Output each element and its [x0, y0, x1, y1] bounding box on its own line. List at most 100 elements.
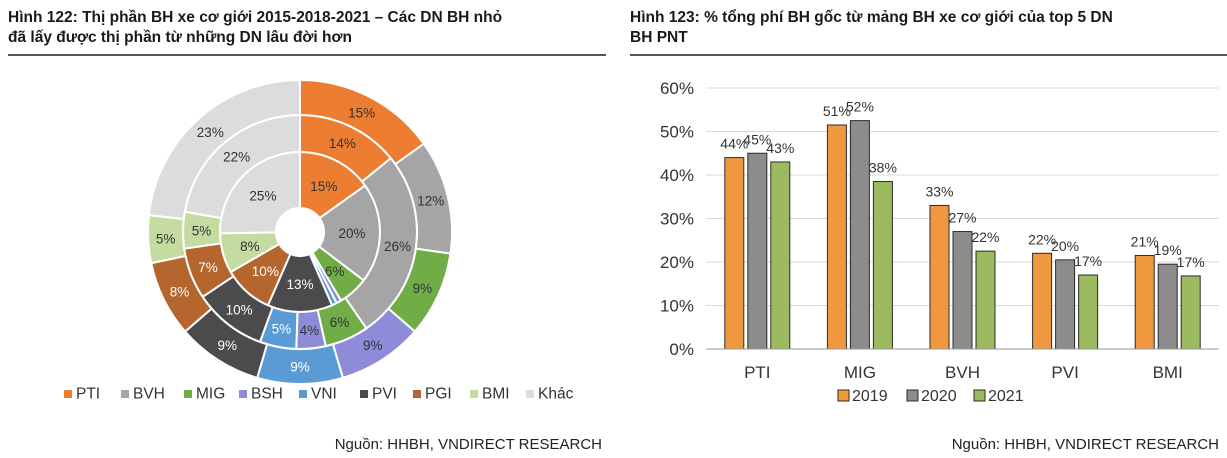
bar-ytick-1: 10% [660, 297, 694, 316]
donut-legend-text-khác: Khác [538, 386, 574, 403]
donut-label-outer-khác: 23% [197, 125, 224, 140]
bar-pvi-2021 [1078, 274, 1099, 350]
bar-xtick-bmi: BMI [1153, 363, 1183, 382]
bar-title-line-1: Hình 123: % tổng phí BH gốc từ mảng BH x… [630, 9, 1113, 26]
bar-xtick-pvi: PVI [1051, 363, 1078, 382]
donut-label-inner-bmi: 8% [240, 239, 260, 254]
donut-label-outer-bvh: 12% [417, 193, 444, 208]
donut-source-note: Nguồn: HHBH, VNDIRECT RESEARCH [334, 436, 602, 453]
bar-bmi-2021 [1180, 275, 1201, 350]
bar-legend-swatch-2021 [973, 389, 986, 402]
bar-mig-2020 [849, 120, 870, 350]
donut-label-outer-bmi: 5% [156, 231, 176, 246]
donut-title-divider [8, 54, 606, 56]
bar-label-bmi-2020: 19% [1154, 242, 1182, 258]
donut-label-middle-pvi: 10% [226, 302, 253, 317]
bar-title-divider [630, 54, 1227, 56]
bar-label-pti-2019: 44% [720, 136, 748, 152]
donut-legend-text-mig: MIG [196, 386, 225, 403]
bar-pti-2021 [770, 161, 791, 350]
donut-label-middle-pgi: 7% [198, 260, 218, 275]
bar-bvh-2020 [952, 231, 973, 350]
bar-source-note: Nguồn: HHBH, VNDIRECT RESEARCH [951, 436, 1219, 453]
donut-label-middle-bsh: 4% [300, 323, 320, 338]
bar-ytick-0: 0% [669, 340, 694, 359]
bar-label-pvi-2020: 20% [1051, 238, 1079, 254]
donut-label-outer-pgi: 8% [170, 285, 190, 300]
bar-ytick-5: 50% [660, 123, 694, 142]
donut-legend-vni: VNI [299, 386, 337, 403]
bar-pti-2019 [724, 157, 745, 350]
donut-label-inner-pgi: 10% [252, 264, 279, 279]
bar-label-mig-2019: 51% [823, 103, 851, 119]
bar-legend-swatch-2020 [906, 389, 919, 402]
bar-mig-2021 [872, 181, 893, 350]
bar-figure-title: Hình 123: % tổng phí BH gốc từ mảng BH x… [630, 8, 1113, 48]
bar-bmi-2019 [1134, 254, 1155, 350]
donut-label-inner-pti: 15% [310, 179, 337, 194]
bar-ytick-2: 20% [660, 253, 694, 272]
donut-label-middle-mig: 6% [330, 315, 350, 330]
bar-legend-2020: 2020 [906, 388, 957, 405]
bar-label-bvh-2021: 22% [971, 229, 999, 245]
donut-legend-khác: Khác [526, 386, 574, 403]
bar-pvi-2019 [1032, 252, 1053, 350]
market-share-panel: Hình 122: Thị phần BH xe cơ giới 2015-20… [0, 0, 612, 458]
donut-label-outer-bsh: 9% [363, 338, 383, 353]
donut-legend-text-bsh: BSH [251, 386, 283, 403]
bar-bvh-2019 [929, 204, 950, 350]
bar-label-pvi-2019: 22% [1028, 231, 1056, 247]
donut-legend-swatch-pti [64, 390, 72, 398]
bar-mig-2019 [826, 124, 847, 350]
bar-label-bvh-2019: 33% [925, 183, 953, 199]
bar-label-pti-2020: 45% [743, 131, 771, 147]
bar-ytick-6: 60% [660, 79, 694, 98]
bar-xtick-bvh: BVH [945, 363, 980, 382]
donut-legend-swatch-bsh [239, 390, 247, 398]
donut-legend-bvh: BVH [121, 386, 165, 403]
donut-legend-pgi: PGI [413, 386, 452, 403]
bar-ytick-3: 30% [660, 210, 694, 229]
donut-label-middle-khác: 22% [223, 150, 250, 165]
donut-legend-text-pvi: PVI [372, 386, 397, 403]
donut-label-outer-vni: 9% [290, 360, 310, 375]
donut-legend-bmi: BMI [470, 386, 510, 403]
bar-pti-2020 [747, 152, 768, 350]
bar-label-bmi-2021: 17% [1177, 254, 1205, 270]
bar-legend-text-2021: 2021 [988, 388, 1024, 405]
donut-label-middle-pti: 14% [329, 136, 356, 151]
bar-legend-swatch-2019 [837, 389, 850, 402]
bar-label-pti-2021: 43% [766, 140, 794, 156]
donut-label-outer-pti: 15% [348, 105, 375, 120]
donut-label-inner-pvi: 13% [286, 277, 313, 292]
bar-legend-text-2020: 2020 [921, 388, 957, 405]
bar-label-pvi-2021: 17% [1074, 253, 1102, 269]
donut-label-outer-pvi: 9% [218, 338, 238, 353]
bar-chart: 44%45%43%51%52%38%33%27%22% 22%20%17%21%1… [660, 79, 1219, 405]
premium-share-panel: Hình 123: % tổng phí BH gốc từ mảng BH x… [624, 0, 1227, 458]
donut-legend-text-pti: PTI [76, 386, 100, 403]
donut-figure-title: Hình 122: Thị phần BH xe cơ giới 2015-20… [8, 8, 502, 48]
bar-legend-2021: 2021 [973, 388, 1024, 405]
donut-label-middle-bmi: 5% [192, 223, 212, 238]
donut-title-line-2: đã lấy được thị phần từ những DN lâu đời… [8, 29, 353, 46]
bar-xtick-mig: MIG [844, 363, 876, 382]
donut-legend-swatch-bmi [470, 390, 478, 398]
bar-title-line-2: BH PNT [630, 29, 688, 46]
donut-legend-swatch-mig [184, 390, 192, 398]
donut-legend-swatch-vni [299, 390, 307, 398]
donut-label-middle-vni: 5% [272, 322, 292, 337]
bar-bmi-2020 [1157, 263, 1178, 350]
donut-legend-text-pgi: PGI [425, 386, 452, 403]
bar-xtick-pti: PTI [744, 363, 770, 382]
bar-pvi-2020 [1055, 259, 1076, 350]
donut-legend-swatch-khác [526, 390, 534, 398]
donut-legend-swatch-bvh [121, 390, 129, 398]
donut-label-inner-mig: 6% [325, 264, 345, 279]
donut-legend-pvi: PVI [360, 386, 397, 403]
donut-label-inner-khác: 25% [249, 189, 276, 204]
donut-label-middle-bvh: 26% [384, 239, 411, 254]
bar-label-bvh-2020: 27% [948, 210, 976, 226]
donut-legend-text-bvh: BVH [133, 386, 165, 403]
donut-chart: 15% 20% 6% 13% 10% 8% 25% 14% 26% 6% 4% 5% 10% 7% 5% 22… [64, 78, 574, 403]
